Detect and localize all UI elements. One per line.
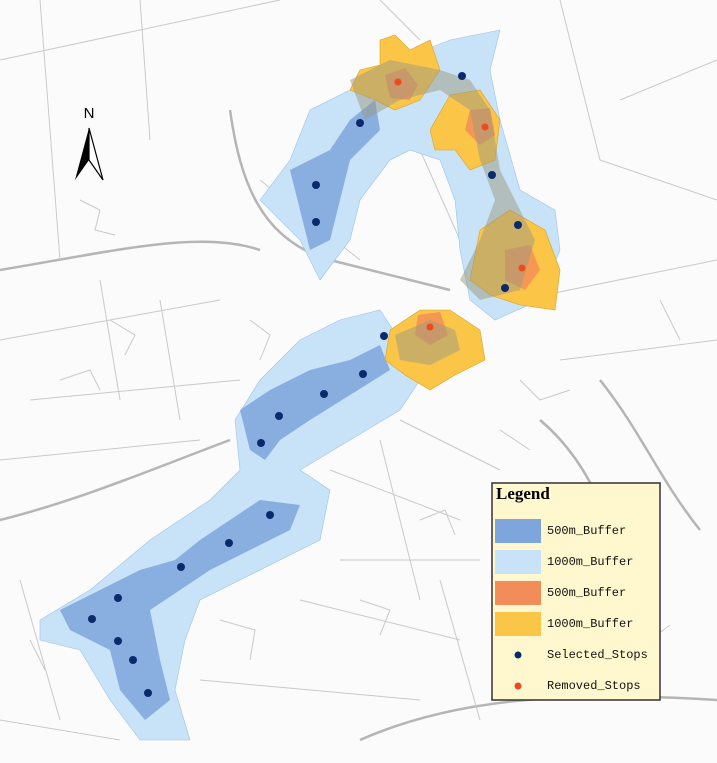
legend-swatch [495, 612, 541, 636]
legend-dot [514, 682, 522, 690]
selected-stop[interactable] [488, 171, 496, 179]
legend-swatch [495, 550, 541, 574]
selected-stop[interactable] [266, 511, 274, 519]
selected-stops [88, 72, 522, 697]
removed-stop[interactable] [481, 123, 489, 131]
removed-stop[interactable] [426, 323, 434, 331]
removed-stop[interactable] [518, 264, 526, 272]
selected-stop[interactable] [312, 181, 320, 189]
selected-stop[interactable] [458, 72, 466, 80]
selected-stop[interactable] [129, 656, 137, 664]
selected-stop[interactable] [380, 332, 388, 340]
selected-stop[interactable] [144, 689, 152, 697]
selected-stop[interactable] [501, 284, 509, 292]
north-arrow: N [75, 105, 104, 181]
legend-label: Removed_Stops [547, 679, 641, 693]
legend-label: 500m_Buffer [547, 524, 626, 538]
selected-stop[interactable] [177, 563, 185, 571]
buffer-500m-selected [60, 100, 390, 720]
selected-stop[interactable] [312, 218, 320, 226]
selected-stop[interactable] [514, 221, 522, 229]
north-arrow-right [88, 127, 104, 181]
selected-stop[interactable] [114, 637, 122, 645]
selected-stop[interactable] [114, 594, 122, 602]
selected-stop[interactable] [257, 439, 265, 447]
legend-label: 1000m_Buffer [547, 555, 633, 569]
legend: Legend 500m_Buffer 1000m_Buffer 500m_Buffe… [491, 482, 661, 701]
removed-stop[interactable] [394, 78, 402, 86]
selected-stop[interactable] [275, 412, 283, 420]
selected-stop[interactable] [225, 539, 233, 547]
legend-dot [514, 651, 522, 659]
selected-stop[interactable] [88, 615, 96, 623]
selected-stop[interactable] [356, 119, 364, 127]
north-arrow-left [75, 128, 89, 180]
removed-stops [394, 78, 526, 331]
legend-label: 500m_Buffer [547, 586, 626, 600]
overlap-zone [350, 60, 535, 365]
north-label: N [84, 105, 95, 122]
legend-title: Legend [496, 484, 550, 503]
selected-stop[interactable] [320, 390, 328, 398]
legend-label: 1000m_Buffer [547, 617, 633, 631]
legend-swatch [495, 581, 541, 605]
legend-swatch [495, 519, 541, 543]
legend-label: Selected_Stops [547, 648, 648, 662]
selected-stop[interactable] [359, 370, 367, 378]
